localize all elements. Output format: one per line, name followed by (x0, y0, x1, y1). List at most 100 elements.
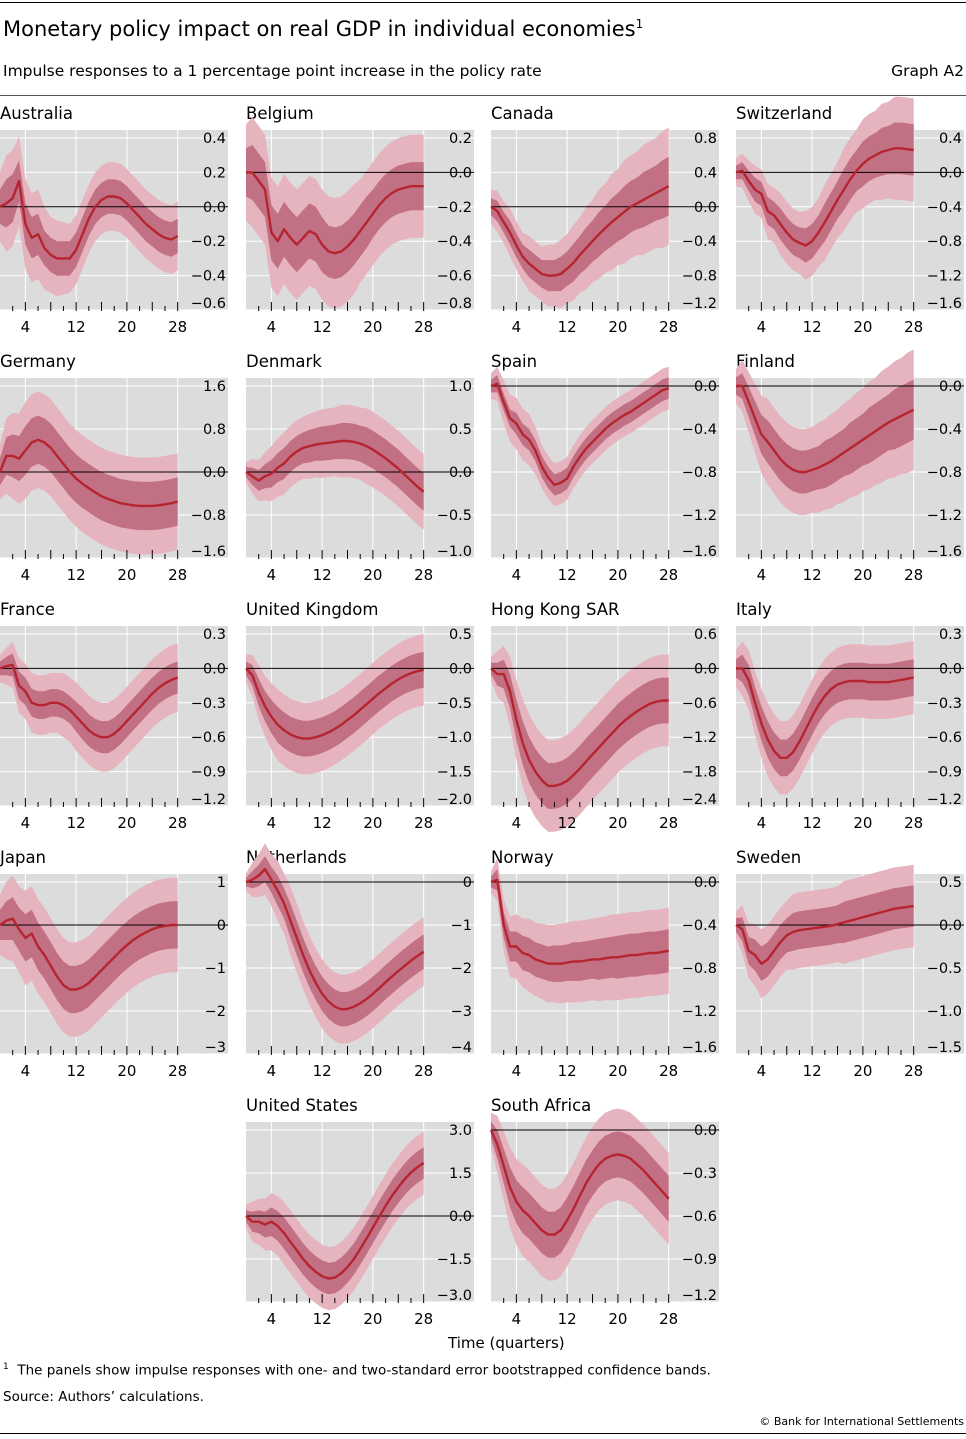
x-tick-label: 12 (67, 318, 86, 336)
impulse-response-line (490, 382, 670, 487)
x-tick-label: 12 (67, 1062, 86, 1080)
x-tick-label: 28 (168, 566, 187, 584)
y-tick-label: 0.4 (203, 131, 226, 147)
x-tick-label: 4 (21, 566, 31, 584)
panel-title: Finland (736, 352, 795, 371)
y-tick-label: −0.4 (682, 422, 717, 438)
y-tick-label: −1.2 (682, 1004, 717, 1020)
one-se-band (246, 144, 424, 279)
x-tick-label: 12 (313, 566, 332, 584)
y-tick-label: −1.6 (927, 296, 962, 312)
y-tick-label: −1.0 (437, 544, 472, 560)
x-tick-label: 28 (659, 814, 678, 832)
plot-hong-kong-sar: 4 12 20 28−2.4 −1.8 −1.2 −0.6 0.0 0.6 (490, 626, 719, 832)
panel-title: Sweden (736, 848, 802, 867)
x-tick-label: 4 (267, 566, 277, 584)
impulse-response-line (245, 867, 425, 1011)
y-tick-label: −0.8 (927, 465, 962, 481)
x-tick-label: 4 (512, 566, 522, 584)
y-tick-label: −0.5 (437, 696, 472, 712)
impulse-response-line (490, 185, 670, 277)
plot-netherlands: 4 12 20 28 −4 −3 −2 −1 0 (245, 843, 474, 1080)
y-tick-label: 0.0 (694, 379, 717, 395)
y-tick-label: −0.5 (927, 961, 962, 977)
one-se-band (246, 856, 424, 1027)
impulse-response-line (246, 171, 424, 255)
impulse-response-line (736, 384, 915, 474)
y-tick-label: −1.2 (927, 792, 962, 808)
panel-title: Canada (491, 104, 554, 123)
panel-title: Germany (0, 352, 76, 371)
y-tick-label: 0.8 (203, 422, 226, 438)
y-tick-label: −1.2 (682, 1288, 717, 1304)
x-tick-label: 4 (757, 318, 767, 336)
x-tick-label: 4 (512, 1062, 522, 1080)
y-tick-label: −0.6 (191, 296, 226, 312)
plot-italy: 4 12 20 28−1.2 −0.9 −0.6 −0.3 0.0 0.3 (736, 626, 964, 832)
plot-belgium: 4 12 20 28−0.8 −0.6 −0.4 −0.2 0.0 0.2 (246, 117, 474, 336)
x-tick-label: 20 (363, 318, 382, 336)
plot-south-africa: 4 12 20 28−1.2 −0.9 −0.6 −0.3 0.0 (489, 1108, 719, 1328)
y-tick-label: 0.3 (203, 627, 226, 643)
x-tick-label: 4 (267, 1062, 277, 1080)
x-tick-label: 12 (558, 318, 577, 336)
x-axis-title: Time (quarters) (448, 1334, 565, 1352)
impulse-response-line (0, 438, 178, 508)
y-tick-label: −0.4 (927, 422, 962, 438)
y-tick-label: −0.6 (927, 730, 962, 746)
x-tick-label: 4 (512, 814, 522, 832)
panel-germany: Germany 4 12 20 28 −1.6 −0.8 0.0 0.8 1.6 (0, 352, 228, 584)
x-tick-label: 20 (363, 814, 382, 832)
panel-title: Spain (491, 352, 538, 371)
chart-subtitle: Impulse responses to a 1 percentage poin… (3, 62, 542, 80)
panel-united-kingdom: United Kingdom 4 12 20 28 −2.0 −1.5 −1.0 −0.5 0.0… (245, 600, 474, 832)
plot-norway: 4 12 20 28−1.6 −1.2 −0.8 −0.4 0.0 (490, 858, 719, 1080)
x-tick-label: 12 (803, 566, 822, 584)
y-tick-label: 1.5 (449, 1166, 472, 1182)
x-tick-label: 28 (414, 318, 433, 336)
y-tick-label: −0.6 (191, 730, 226, 746)
x-tick-label: 28 (904, 566, 923, 584)
x-tick-label: 4 (512, 318, 522, 336)
y-tick-label: −0.3 (191, 696, 226, 712)
panel-canada: Canada 4 12 20 28 −1.2 −0.8 −0.4 0.0 0.4 0.8 (490, 104, 719, 336)
y-tick-label: 0.2 (449, 131, 472, 147)
y-tick-label: 0.0 (203, 200, 226, 216)
x-tick-label: 12 (803, 318, 822, 336)
y-tick-label: −1.5 (437, 1252, 472, 1268)
y-tick-label: 1 (217, 875, 226, 891)
y-tick-label: 0.0 (939, 379, 962, 395)
x-tick-label: 12 (558, 1310, 577, 1328)
y-tick-label: 0.0 (449, 661, 472, 677)
panel-united-states: United States 4 12 20 28 −3.0 −1.5 0.0 1.5 3.0 (245, 1096, 474, 1328)
one-se-band (0, 897, 178, 1014)
impulse-response-line (735, 904, 914, 965)
plot-denmark: 4 12 20 28−1.0 −0.5 0.0 0.5 1.0 (245, 378, 474, 584)
x-tick-label: 12 (558, 566, 577, 584)
x-tick-label: 20 (117, 814, 136, 832)
panel-title: Japan (0, 848, 47, 867)
x-tick-label: 28 (414, 814, 433, 832)
impulse-response-line (245, 667, 424, 740)
x-tick-label: 12 (67, 814, 86, 832)
y-tick-label: −0.6 (682, 1209, 717, 1225)
impulse-response-line (489, 1129, 670, 1236)
top-rule (0, 2, 966, 3)
one-se-band (491, 375, 669, 496)
y-tick-label: −3.0 (437, 1288, 472, 1304)
x-tick-label: 4 (757, 566, 767, 584)
panel-title: Hong Kong SAR (491, 600, 620, 619)
footnote-mark: 1 (3, 1362, 9, 1372)
panel-title: Switzerland (736, 104, 833, 123)
x-tick-label: 4 (21, 814, 31, 832)
y-tick-label: 0.0 (939, 165, 962, 181)
plot-united-states: 4 12 20 28−3.0 −1.5 0.0 1.5 3.0 (245, 1122, 474, 1328)
footnote: 1 The panels show impulse responses with… (3, 1362, 711, 1379)
y-tick-label: −2 (451, 961, 472, 977)
y-tick-label: −1.0 (437, 730, 472, 746)
y-tick-label: 0.6 (694, 627, 717, 643)
panel-south-africa: South Africa 4 12 20 28 −1.2 −0.9 −0.6 −0.3 0.0 (489, 1096, 719, 1328)
panel-belgium: Belgium 4 12 20 28 −0.8 −0.6 −0.4 −0.2 0.0 0.2 (246, 104, 474, 336)
x-tick-label: 28 (659, 566, 678, 584)
y-tick-label: 0 (217, 918, 226, 934)
